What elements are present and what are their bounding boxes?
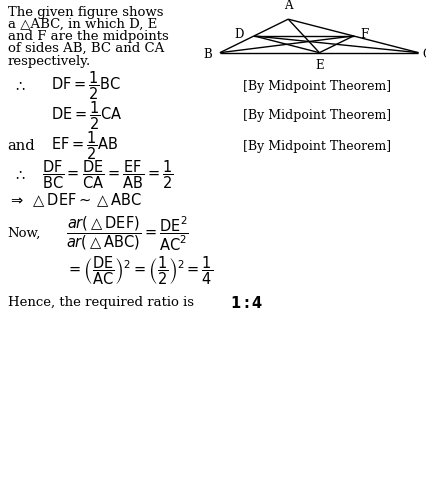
Text: B: B (203, 48, 212, 61)
Text: a △ABC, in which D, E: a △ABC, in which D, E (8, 18, 157, 31)
Text: $\therefore$: $\therefore$ (13, 79, 26, 93)
Text: $=\left(\dfrac{\mathrm{DE}}{\mathrm{AC}}\right)^{2}=\left(\dfrac{1}{2}\right)^{2: $=\left(\dfrac{\mathrm{DE}}{\mathrm{AC}}… (66, 254, 213, 287)
Text: [By Midpoint Theorem]: [By Midpoint Theorem] (243, 109, 391, 123)
Text: Hence, the required ratio is: Hence, the required ratio is (8, 296, 198, 309)
Text: F: F (360, 28, 368, 41)
Text: respectively.: respectively. (8, 55, 91, 68)
Text: [By Midpoint Theorem]: [By Midpoint Theorem] (243, 80, 391, 93)
Text: A: A (283, 0, 292, 12)
Text: and F are the midpoints: and F are the midpoints (8, 30, 168, 43)
Text: The given figure shows: The given figure shows (8, 6, 163, 19)
Text: $\dfrac{ar(\triangle\mathrm{DEF})}{ar(\triangle\mathrm{ABC})} = \dfrac{\mathrm{D: $\dfrac{ar(\triangle\mathrm{DEF})}{ar(\t… (66, 214, 189, 252)
Text: Now,: Now, (8, 227, 41, 240)
Text: of sides AB, BC and CA: of sides AB, BC and CA (8, 42, 164, 55)
Text: $\therefore$: $\therefore$ (13, 168, 26, 182)
Text: $\dfrac{\mathrm{DF}}{\mathrm{BC}} = \dfrac{\mathrm{DE}}{\mathrm{CA}} = \dfrac{\m: $\dfrac{\mathrm{DF}}{\mathrm{BC}} = \dfr… (42, 159, 173, 191)
Text: E: E (314, 59, 323, 72)
Text: $\mathrm{EF} = \dfrac{1}{2}\mathrm{AB}$: $\mathrm{EF} = \dfrac{1}{2}\mathrm{AB}$ (51, 130, 118, 162)
Text: $\Rightarrow\;\triangle\mathrm{DEF}\sim\triangle\mathrm{ABC}$: $\Rightarrow\;\triangle\mathrm{DEF}\sim\… (8, 192, 141, 209)
Text: and: and (8, 139, 35, 153)
Text: D: D (233, 28, 243, 41)
Text: C: C (422, 48, 426, 61)
Text: $\mathrm{DF} = \dfrac{1}{2}\mathrm{BC}$: $\mathrm{DF} = \dfrac{1}{2}\mathrm{BC}$ (51, 70, 121, 103)
Text: $\mathbf{1:4}$: $\mathbf{1:4}$ (229, 295, 262, 311)
Text: $\mathrm{DE} = \dfrac{1}{2}\mathrm{CA}$: $\mathrm{DE} = \dfrac{1}{2}\mathrm{CA}$ (51, 100, 123, 132)
Text: [By Midpoint Theorem]: [By Midpoint Theorem] (243, 139, 391, 153)
